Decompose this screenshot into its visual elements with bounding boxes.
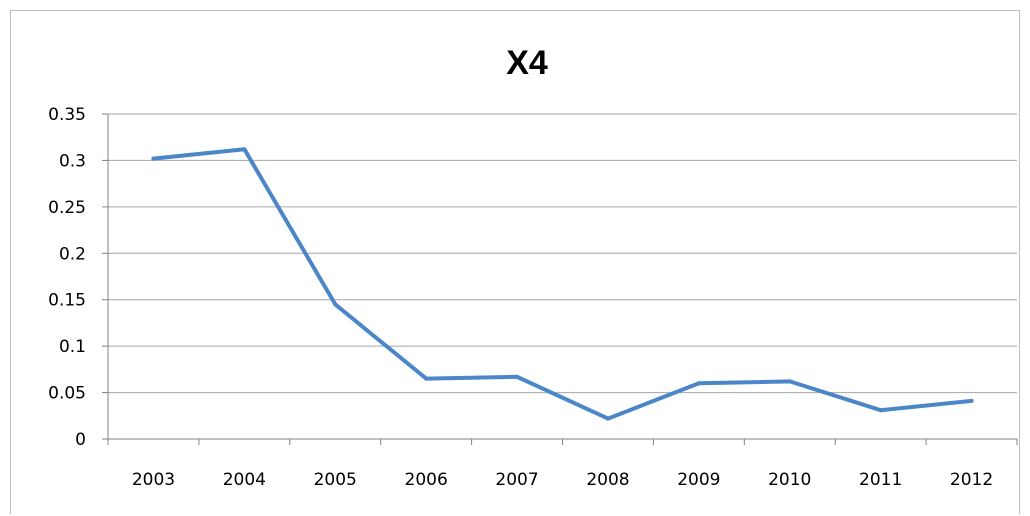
data-point: [787, 379, 792, 384]
series-group: [151, 147, 974, 421]
x-tick-label: 2004: [223, 470, 266, 490]
chart-frame: [10, 10, 1020, 514]
x-tick-label: 2005: [314, 470, 357, 490]
y-tick-label: 0: [75, 430, 86, 450]
x-tick-label: 2009: [677, 470, 720, 490]
y-tick-label: 0.15: [48, 291, 86, 311]
y-tick-labels: 0 0.05 0.1 0.15 0.2 0.25 0.3 0.35: [48, 105, 108, 450]
data-point: [242, 147, 247, 152]
data-point: [878, 408, 883, 413]
chart-title: X4: [506, 44, 548, 82]
x-tick-labels: 2003 2004 2005 2006 2007 2008 2009 2010 2011 2012: [107, 439, 1018, 490]
data-point: [605, 416, 610, 421]
data-point: [333, 302, 338, 307]
y-tick-label: 0.3: [59, 151, 86, 171]
y-tick-label: 0.05: [48, 384, 86, 404]
y-tick-label: 0.35: [48, 105, 86, 125]
axes: [107, 114, 1017, 440]
x-tick-label: 2011: [859, 470, 902, 490]
y-tick-label: 0.1: [59, 337, 86, 357]
x-tick-label: 2012: [950, 470, 993, 490]
x-tick-label: 2007: [495, 470, 538, 490]
y-tick-label: 0.25: [48, 198, 86, 218]
y-tick-label: 0.2: [59, 244, 86, 264]
data-point: [969, 398, 974, 403]
data-point: [151, 156, 156, 161]
data-point: [515, 374, 520, 379]
data-point: [696, 381, 701, 386]
x-tick-label: 2006: [405, 470, 448, 490]
x-tick-label: 2008: [586, 470, 629, 490]
x-tick-label: 2003: [132, 470, 175, 490]
series-line: [151, 147, 974, 421]
data-point: [424, 376, 429, 381]
gridlines: [108, 113, 1017, 394]
x-tick-label: 2010: [768, 470, 811, 490]
